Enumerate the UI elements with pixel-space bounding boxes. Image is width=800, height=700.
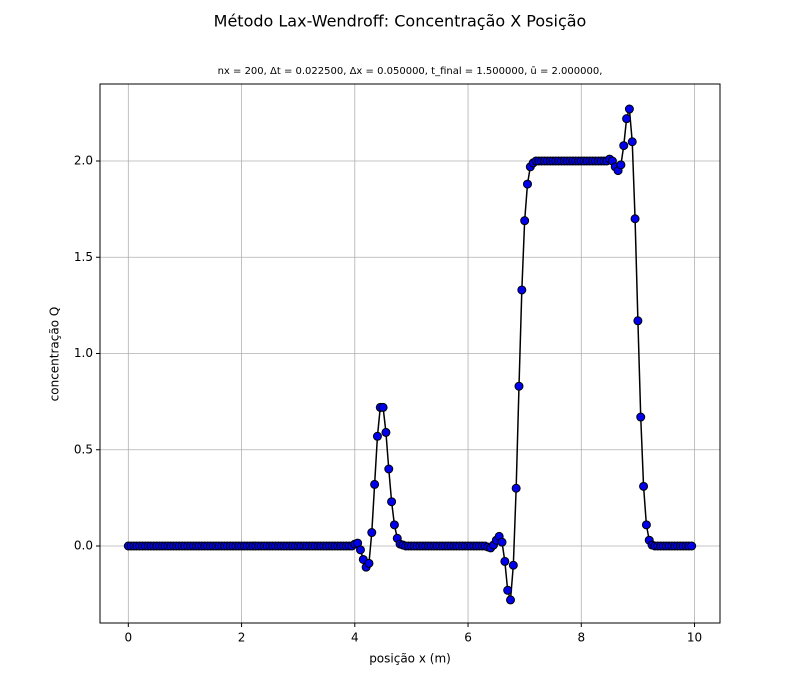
data-point — [630, 214, 640, 224]
chart-title: Método Lax-Wendroff: Concentração X Posi… — [214, 12, 587, 31]
chart-subtitle: nx = 200, Δt = 0.022500, Δx = 0.050000, … — [218, 66, 603, 77]
data-point — [522, 179, 532, 189]
data-point — [370, 479, 380, 489]
data-point — [372, 431, 382, 441]
data-point — [508, 560, 518, 570]
y-axis-label: concentração Q — [48, 307, 62, 402]
data-point — [503, 585, 513, 595]
data-point — [641, 520, 651, 530]
data-point — [514, 381, 524, 391]
data-point — [355, 545, 365, 555]
data-point — [500, 556, 510, 566]
data-point — [364, 558, 374, 568]
data-point — [622, 114, 632, 124]
data-point — [636, 412, 646, 422]
data-point — [384, 464, 394, 474]
x-tick-label: 2 — [238, 631, 246, 645]
x-tick-label: 4 — [351, 631, 359, 645]
data-point — [639, 481, 649, 491]
data-point — [619, 141, 629, 151]
x-tick-label: 10 — [687, 631, 702, 645]
x-tick-label: 8 — [577, 631, 585, 645]
data-point — [387, 497, 397, 507]
y-tick-label: 0.0 — [74, 539, 93, 553]
x-tick-label: 0 — [124, 631, 132, 645]
data-point — [616, 160, 626, 170]
y-tick-label: 1.0 — [74, 346, 93, 360]
y-tick-label: 2.0 — [74, 154, 93, 168]
data-point — [624, 104, 634, 114]
data-point — [506, 595, 516, 605]
x-tick-label: 6 — [464, 631, 472, 645]
y-tick-label: 0.5 — [74, 442, 93, 456]
plot-frame — [99, 83, 721, 624]
data-point — [511, 483, 521, 493]
data-point — [389, 520, 399, 530]
x-axis-label: posição x (m) — [369, 652, 451, 666]
data-point — [687, 541, 697, 551]
data-point — [378, 402, 388, 412]
data-point — [633, 316, 643, 326]
data-point — [520, 216, 530, 226]
data-point — [517, 285, 527, 295]
data-point — [381, 427, 391, 437]
data-point — [627, 137, 637, 147]
data-point — [497, 537, 507, 547]
data-line — [128, 108, 692, 601]
y-tick-label: 1.5 — [74, 250, 93, 264]
data-point — [367, 528, 377, 538]
